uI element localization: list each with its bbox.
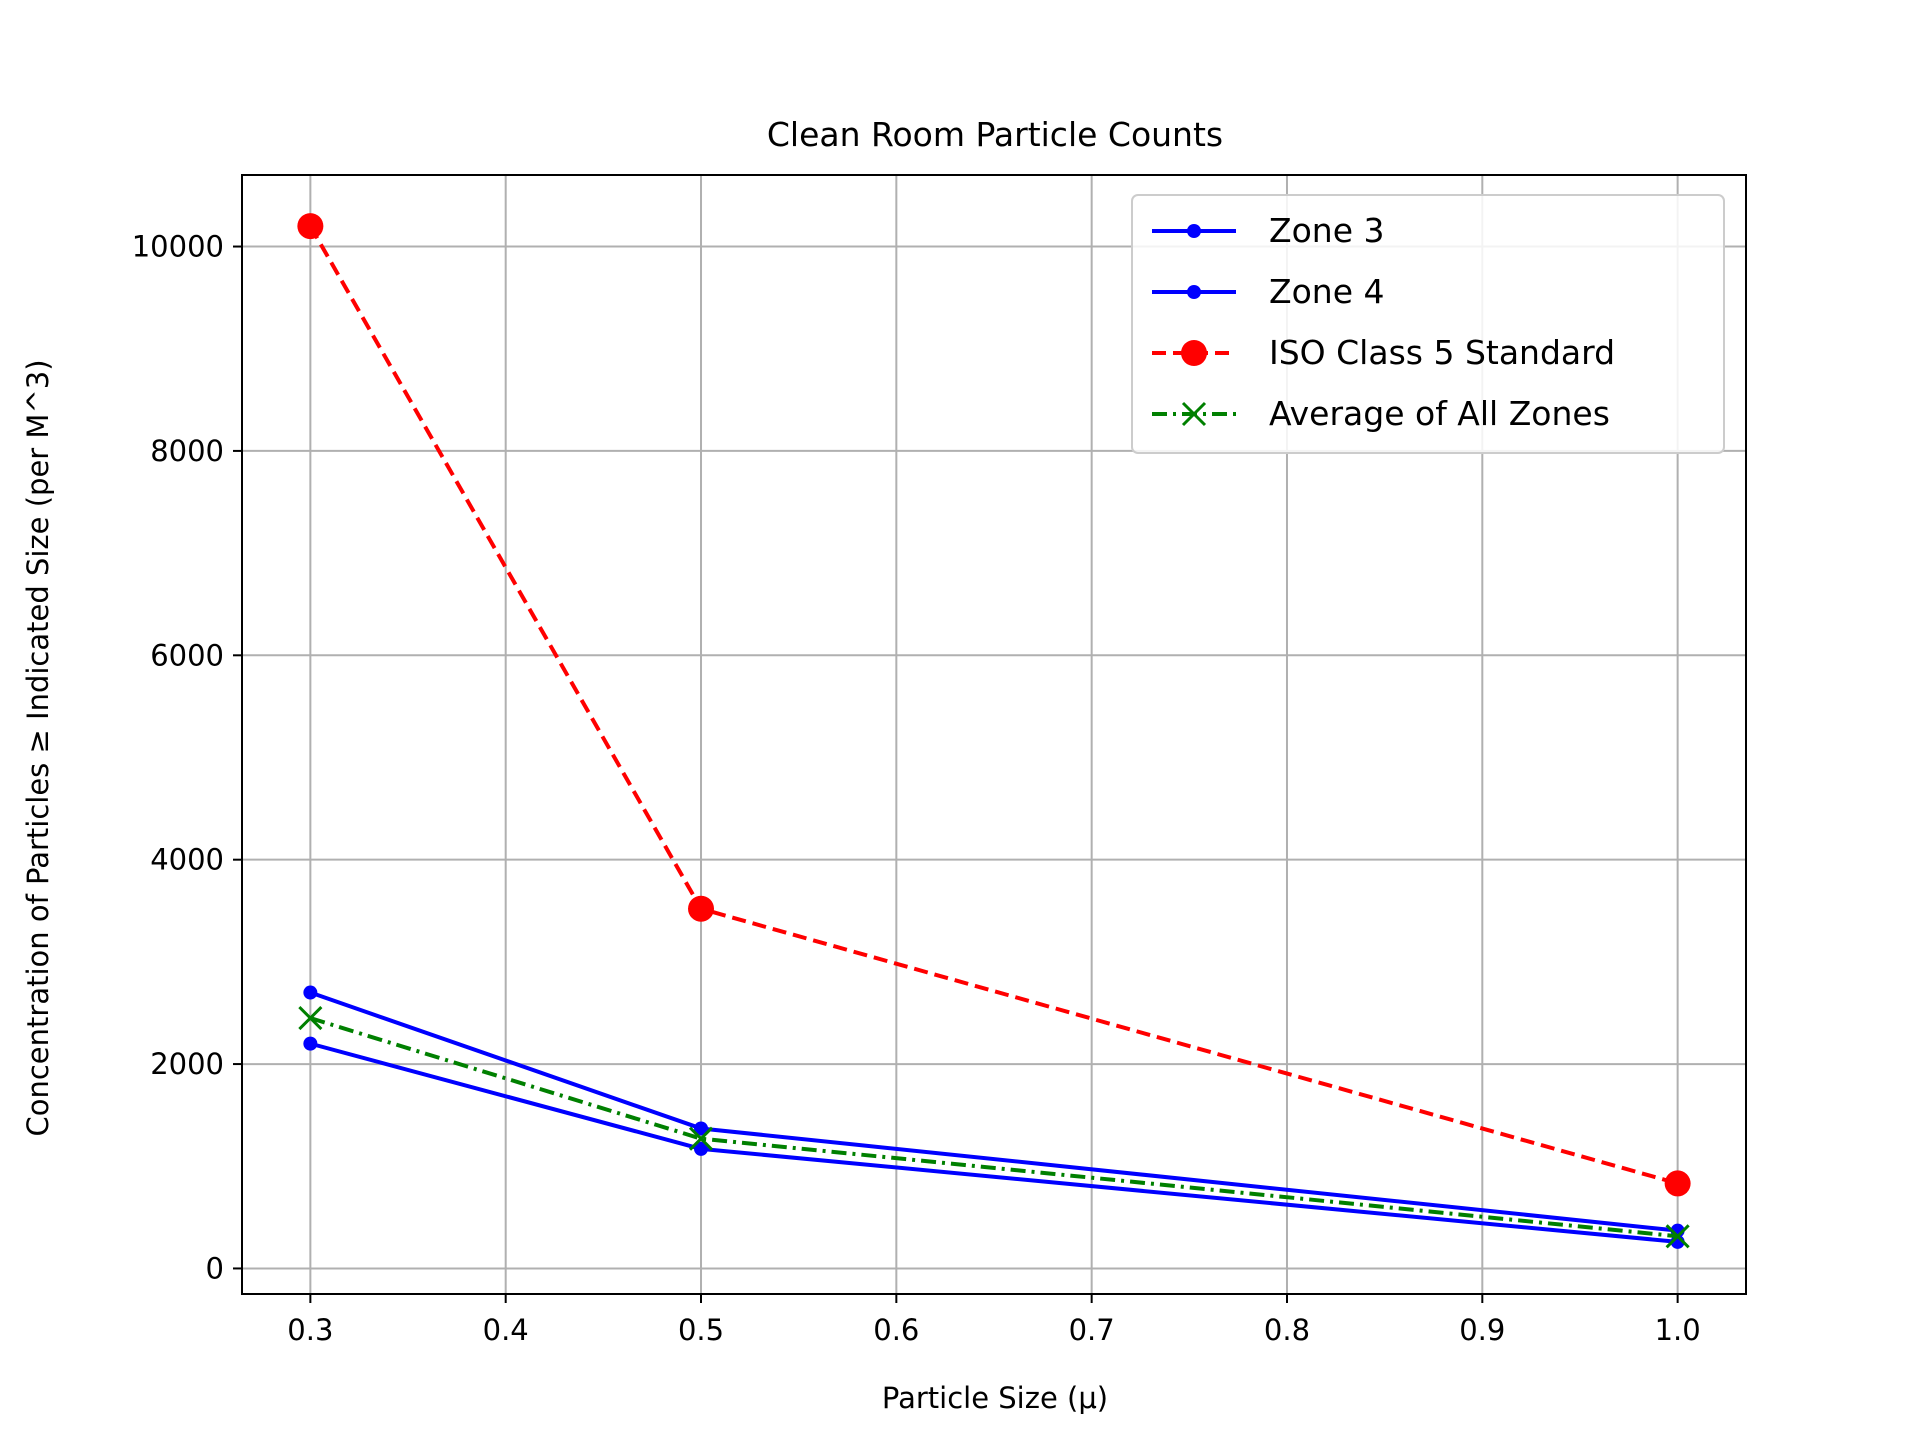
x-tick-label: 0.3 <box>287 1313 333 1347</box>
legend-item: Zone 4 <box>1152 272 1385 311</box>
data-point <box>303 1036 318 1051</box>
data-point <box>694 1141 709 1156</box>
legend-label: Average of All Zones <box>1269 394 1610 433</box>
data-point <box>694 1121 709 1136</box>
y-tick-label: 6000 <box>150 638 224 672</box>
series-group <box>298 1006 1690 1249</box>
x-tick-label: 0.7 <box>1069 1313 1115 1347</box>
legend-label: Zone 4 <box>1269 272 1385 311</box>
data-point <box>1187 224 1201 238</box>
legend-box <box>1131 194 1725 454</box>
x-tick-label: 0.8 <box>1264 1313 1310 1347</box>
data-point <box>1664 1170 1691 1197</box>
y-tick-label: 4000 <box>150 843 224 877</box>
data-point <box>298 1006 323 1031</box>
legend-item: Average of All Zones <box>1152 394 1610 433</box>
y-tick-label: 0 <box>206 1251 224 1285</box>
data-point <box>688 1126 714 1151</box>
legend-label: ISO Class 5 Standard <box>1269 333 1615 372</box>
data-point <box>297 213 324 240</box>
legend-item: Zone 3 <box>1152 211 1385 250</box>
x-tick-label: 0.9 <box>1459 1313 1505 1347</box>
x-tick-label: 0.5 <box>678 1313 724 1347</box>
chart-title: Clean Room Particle Counts <box>767 115 1223 154</box>
data-point <box>1181 340 1207 366</box>
x-tick-label: 0.6 <box>873 1313 919 1347</box>
x-tick-label: 1.0 <box>1655 1313 1701 1347</box>
plot-frame <box>241 174 1747 1295</box>
legend-label: Zone 3 <box>1269 211 1385 250</box>
y-tick-label: 10000 <box>132 230 224 264</box>
legend: Zone 3 Zone 4 ISO Class 5 Standard Average … <box>1131 194 1725 454</box>
data-point <box>1187 285 1201 299</box>
y-tick-label: 2000 <box>150 1047 224 1081</box>
series-lines <box>297 213 1691 1249</box>
axis-ticks: 0.3 0.4 0.5 0.6 0.7 0.8 0.9 1.0 0 2000 4000 6000 800… <box>132 230 1701 1347</box>
legend-item: ISO Class 5 Standard <box>1152 333 1615 372</box>
data-point <box>1665 1224 1690 1249</box>
x-axis-label: Particle Size (μ) <box>882 1381 1108 1415</box>
series-line <box>309 1016 1678 1239</box>
data-point <box>303 985 318 1000</box>
y-tick-label: 8000 <box>150 434 224 468</box>
data-point <box>1181 401 1207 427</box>
data-point <box>688 895 715 922</box>
x-tick-label: 0.4 <box>483 1313 529 1347</box>
y-axis-label: Concentration of Particles ≥ Indicated S… <box>21 359 55 1136</box>
series-group <box>297 213 1691 1197</box>
